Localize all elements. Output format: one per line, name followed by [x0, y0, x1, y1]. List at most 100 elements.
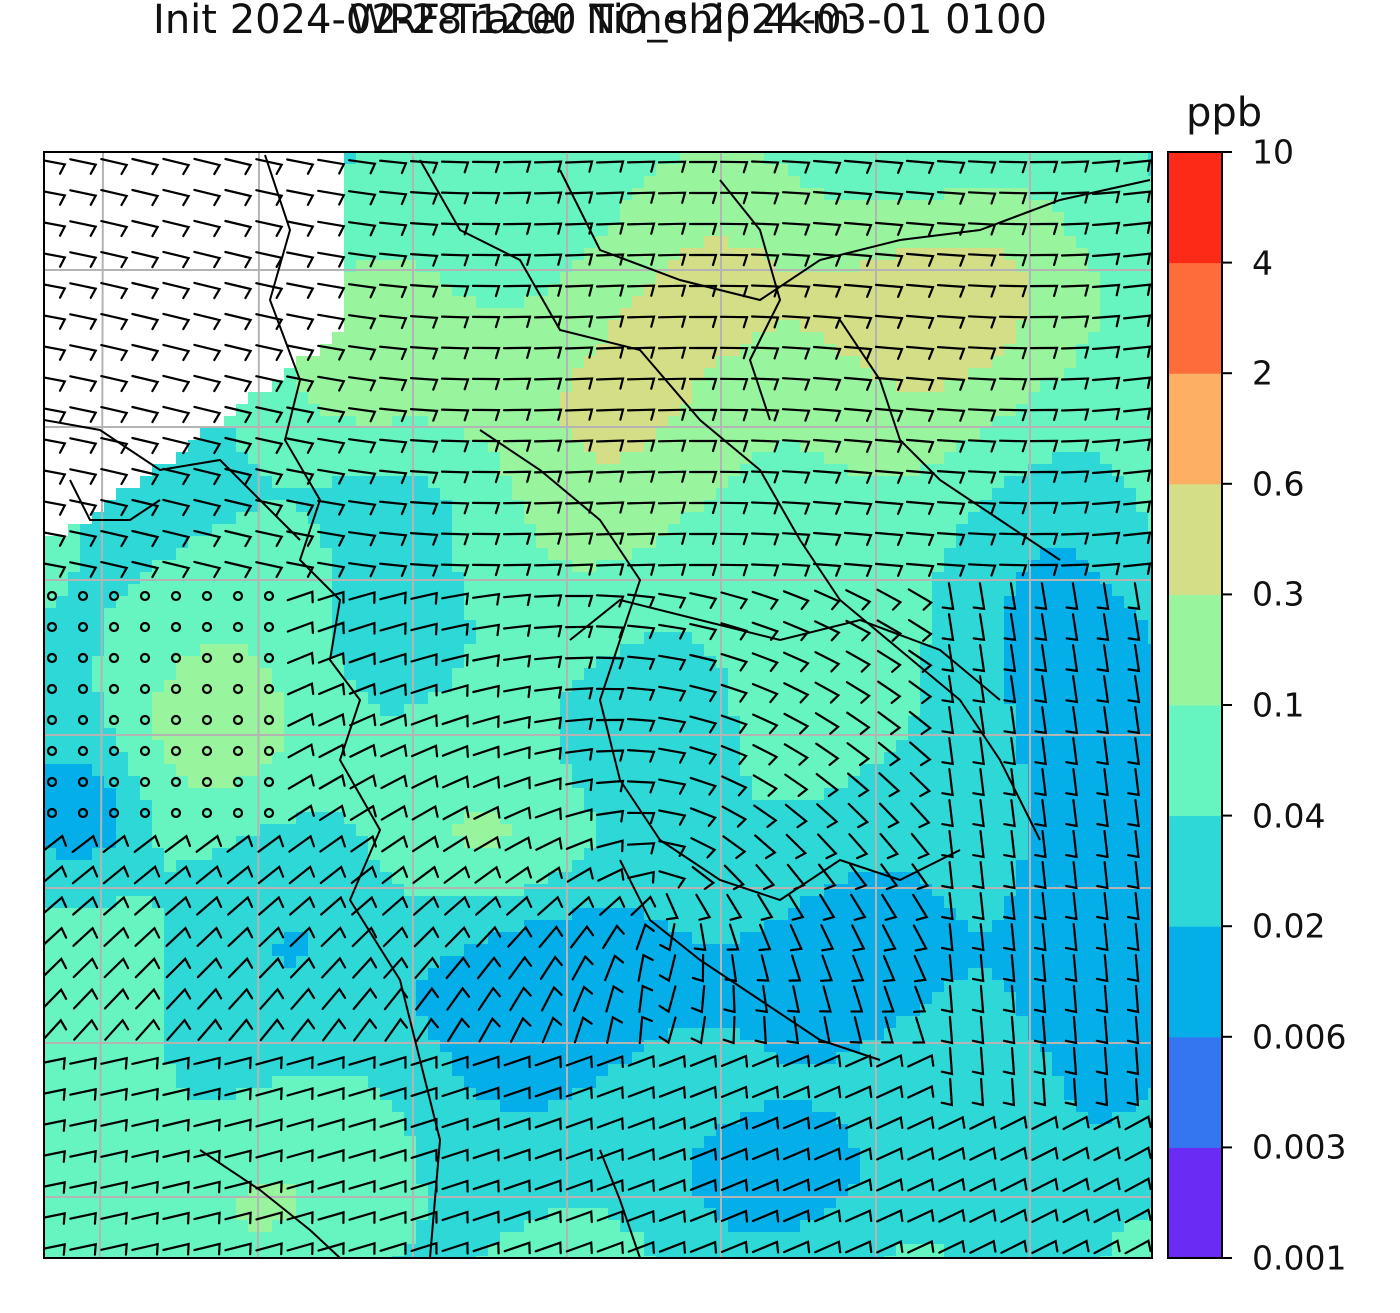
field-cell	[92, 680, 105, 693]
field-cell	[1148, 596, 1152, 609]
field-cell	[380, 332, 393, 345]
field-cell	[956, 272, 969, 285]
field-cell	[536, 200, 549, 213]
field-cell	[236, 764, 249, 777]
field-cell	[764, 392, 777, 405]
field-cell	[1052, 464, 1065, 477]
field-cell	[200, 392, 213, 405]
field-cell	[980, 164, 993, 177]
field-cell	[92, 764, 105, 777]
field-cell	[848, 572, 861, 585]
field-cell	[1088, 572, 1101, 585]
field-cell	[680, 296, 693, 309]
field-cell	[644, 212, 657, 225]
field-cell	[116, 608, 129, 621]
field-cell	[1100, 200, 1113, 213]
field-cell	[512, 200, 525, 213]
field-cell	[176, 788, 189, 801]
field-cell	[980, 344, 993, 357]
field-cell	[740, 164, 753, 177]
field-cell	[1124, 548, 1137, 561]
field-cell	[896, 164, 909, 177]
field-cell	[212, 680, 225, 693]
field-cell	[584, 488, 597, 501]
field-cell	[416, 692, 429, 705]
field-cell	[452, 464, 465, 477]
field-cell	[368, 788, 381, 801]
field-cell	[68, 548, 81, 561]
field-cell	[656, 752, 669, 765]
field-cell	[176, 392, 189, 405]
field-cell	[464, 236, 477, 249]
field-cell	[176, 164, 189, 177]
field-cell	[296, 296, 309, 309]
field-cell	[956, 296, 969, 309]
field-cell	[140, 320, 153, 333]
field-cell	[224, 536, 237, 549]
field-cell	[356, 476, 369, 489]
field-cell	[608, 176, 621, 189]
field-cell	[68, 764, 81, 777]
field-cell	[1052, 236, 1065, 249]
field-cell	[824, 668, 837, 681]
field-cell	[812, 236, 825, 249]
field-cell	[164, 584, 177, 597]
field-cell	[68, 404, 81, 417]
field-cell	[716, 272, 729, 285]
field-cell	[272, 644, 285, 657]
field-cell	[512, 512, 525, 525]
field-cell	[956, 764, 969, 777]
field-cell	[884, 176, 897, 189]
field-cell	[656, 776, 669, 789]
field-cell	[884, 428, 897, 441]
field-cell	[260, 764, 273, 777]
field-cell	[332, 200, 345, 213]
field-cell	[452, 476, 465, 489]
field-cell	[500, 476, 513, 489]
field-cell	[884, 164, 897, 177]
field-cell	[896, 272, 909, 285]
field-cell	[752, 536, 765, 549]
field-cell	[872, 776, 885, 789]
field-cell	[812, 548, 825, 561]
field-cell	[380, 356, 393, 369]
field-cell	[512, 320, 525, 333]
field-cell	[404, 200, 417, 213]
field-cell	[500, 224, 513, 237]
field-cell	[608, 548, 621, 561]
field-cell	[692, 488, 705, 501]
field-cell	[1016, 740, 1029, 753]
field-cell	[956, 584, 969, 597]
field-cell	[1004, 224, 1017, 237]
field-cell	[824, 536, 837, 549]
field-cell	[596, 392, 609, 405]
field-cell	[1136, 200, 1149, 213]
field-cell	[356, 164, 369, 177]
field-cell	[176, 176, 189, 189]
field-cell	[212, 704, 225, 717]
field-cell	[548, 644, 561, 657]
field-cell	[1088, 740, 1101, 753]
field-cell	[824, 764, 837, 777]
field-cell	[260, 452, 273, 465]
field-cell	[836, 452, 849, 465]
field-cell	[788, 548, 801, 561]
field-cell	[908, 488, 921, 501]
field-cell	[200, 536, 213, 549]
field-cell	[116, 368, 129, 381]
field-cell	[380, 488, 393, 501]
field-cell	[152, 368, 165, 381]
field-cell	[200, 236, 213, 249]
field-cell	[956, 236, 969, 249]
field-cell	[692, 452, 705, 465]
field-cell	[488, 476, 501, 489]
field-cell	[1136, 548, 1149, 561]
field-cell	[272, 596, 285, 609]
field-cell	[416, 188, 429, 201]
field-cell	[1112, 608, 1125, 621]
field-cell	[824, 164, 837, 177]
field-cell	[572, 320, 585, 333]
field-cell	[440, 272, 453, 285]
field-cell	[716, 356, 729, 369]
field-cell	[812, 212, 825, 225]
